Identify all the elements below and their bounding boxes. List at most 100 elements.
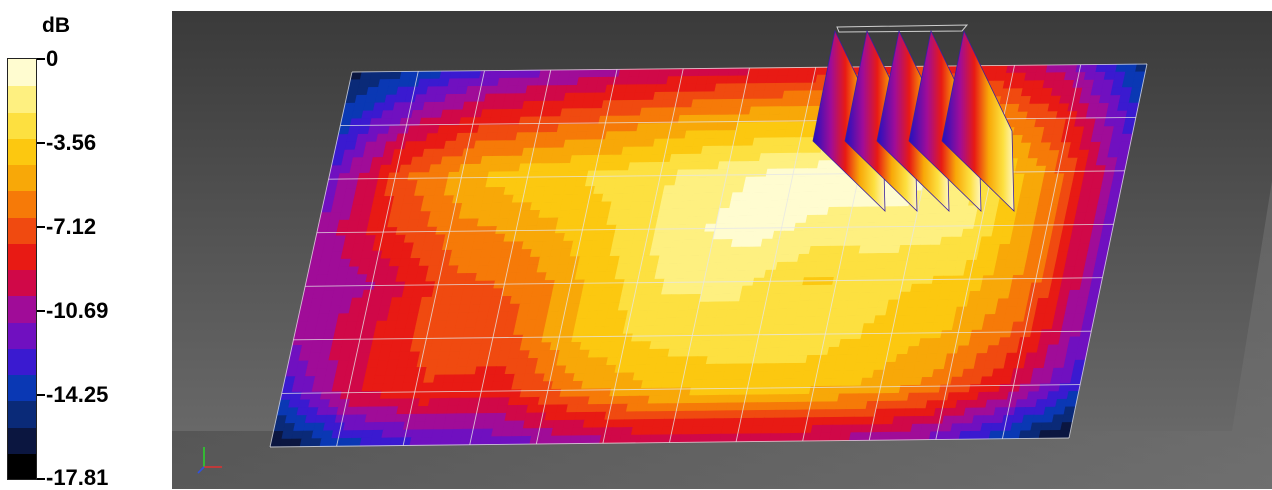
heatmap-cell [607,255,621,265]
heatmap-cell [941,368,955,378]
heatmap-cell [962,415,975,424]
heatmap-cell [657,395,670,405]
heatmap-cell [1060,134,1074,143]
heatmap-cell [1033,406,1046,416]
heatmap-cell [838,245,851,255]
heatmap-cell [1065,204,1079,213]
heatmap-cell [629,201,642,210]
heatmap-cell [951,322,965,331]
heatmap-cell [1062,173,1075,182]
heatmap-cell [667,348,680,358]
heatmap-cell [857,346,870,356]
heatmap-cell [848,432,862,441]
heatmap-cell [785,74,798,84]
heatmap-cell [685,216,699,225]
heatmap-cell [614,177,627,187]
heatmap-cell [601,240,614,249]
heatmap-cell [1085,204,1099,213]
heatmap-cell [737,347,750,357]
heatmap-cell [1008,430,1022,440]
heatmap-cell [649,107,662,117]
heatmap-cell [545,131,558,141]
heatmap-cell [817,393,830,403]
heatmap-cell [961,228,974,238]
heatmap-cell [867,346,880,356]
heatmap-cell [642,418,655,428]
heatmap-cell [762,417,775,427]
heatmap-cell [828,432,842,442]
heatmap-cell [531,334,544,344]
heatmap-cell [775,215,788,224]
heatmap-cell [1016,391,1030,401]
heatmap-cell [1035,64,1048,74]
heatmap-cell [487,397,501,406]
heatmap-cell [656,169,669,179]
heatmap-cell [1008,290,1021,300]
heatmap-cell [702,418,715,427]
3d-viewport[interactable] [172,11,1272,489]
heatmap-cell [795,214,808,224]
heatmap-cell [720,425,734,435]
heatmap-cell [1036,344,1049,354]
heatmap-cell [1039,189,1052,198]
heatmap-cell [795,121,808,131]
heatmap-cell [1039,235,1052,245]
heatmap-cell [772,277,785,287]
heatmap-cell [1006,298,1019,307]
heatmap-cell [994,212,1007,222]
heatmap-cell [873,315,886,324]
heatmap-cell [886,206,900,215]
heatmap-cell [416,312,429,322]
heatmap-cell [783,222,797,232]
heatmap-cell [768,106,782,115]
heatmap-cell [682,278,695,288]
heatmap-cell [982,415,995,424]
heatmap-cell [702,371,715,381]
heatmap-cell [945,400,958,409]
heatmap-cell [1046,204,1059,214]
heatmap-cell [1011,228,1024,237]
colorbar-legend: dB 0 -3.56 -7.12 -10.69 -14.25 -17.81 [0,0,170,489]
heatmap-cell [800,424,813,434]
heatmap-cell [647,302,660,311]
heatmap-cell [973,314,986,323]
heatmap-cell [832,416,845,426]
heatmap-cell [830,237,843,247]
heatmap-cell [760,332,773,341]
colorbar-unit-label: dB [42,14,70,37]
heatmap-cell [865,214,878,223]
heatmap-cell [1036,391,1050,400]
heatmap-cell [689,434,702,443]
heatmap-cell [935,353,948,363]
heatmap-cell [823,269,837,278]
heatmap-cell [990,329,1003,339]
heatmap-cell [1001,321,1014,331]
heatmap-cell [863,315,876,324]
heatmap-cell [730,238,744,248]
heatmap-cell [902,416,915,425]
heatmap-cell [944,260,958,269]
heatmap-cell [1040,422,1053,431]
heatmap-cell [783,129,797,139]
heatmap-cell [1100,133,1113,143]
heatmap-cell [642,185,656,195]
colorbar-tick [37,225,45,228]
heatmap-cell [950,329,963,339]
heatmap-cell [752,371,765,380]
heatmap-cell [707,301,720,311]
heatmap-cell [474,272,488,282]
heatmap-cell [883,221,896,231]
heatmap-cell [516,311,529,320]
heatmap-cell [963,267,976,277]
heatmap-cell [1026,158,1039,167]
heatmap-cell [822,323,835,333]
heatmap-cell [845,307,858,317]
heatmap-cell [961,322,975,331]
heatmap-cell [643,91,656,101]
heatmap-cell [712,418,725,427]
heatmap-cell [1115,63,1128,73]
heatmap-cell [941,228,954,238]
heatmap-cell [1050,87,1063,97]
heatmap-cell [936,299,950,308]
heatmap-cell [822,230,835,239]
